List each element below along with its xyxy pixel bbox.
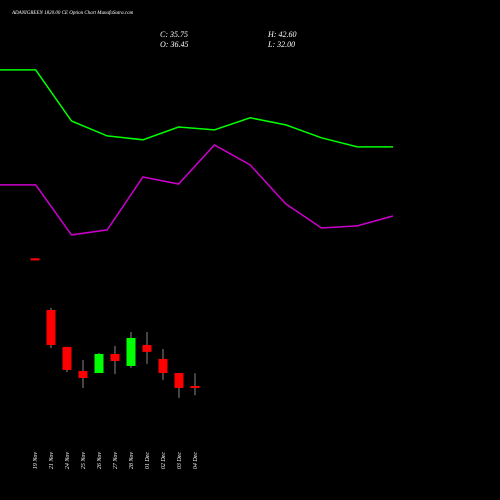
candle-body — [30, 258, 40, 261]
x-tick-label: 26 Nov — [97, 452, 103, 470]
x-tick-label: 01 Dec — [145, 452, 151, 469]
chart-title: ADANIGREEN 1820.00 CE Option Chart Munaf… — [11, 11, 134, 16]
x-tick-label: 04 Dec — [192, 452, 199, 469]
x-tick-label: 03 Dec — [177, 452, 183, 469]
candle-body — [46, 309, 56, 346]
x-tick-label: 19 Nov — [33, 452, 39, 470]
low-label: L: 32.00 — [267, 40, 295, 49]
candle-body — [110, 353, 120, 361]
candle-body — [158, 358, 168, 374]
x-tick-label: 28 Nov — [129, 452, 135, 470]
candle-body — [78, 370, 88, 379]
x-tick-label: 02 Dec — [161, 452, 167, 469]
indicator-line — [0, 144, 394, 236]
candle-body — [62, 346, 72, 370]
candle-body — [190, 385, 200, 388]
high-label: H: 42.60 — [267, 30, 296, 39]
x-tick-label: 25 Nov — [81, 452, 87, 470]
candle-body — [174, 373, 184, 388]
candle-body — [94, 353, 104, 374]
close-label: C: 35.75 — [160, 30, 188, 39]
indicator-line — [0, 69, 393, 148]
open-label: O: 36.45 — [160, 40, 188, 49]
x-tick-label: 24 Nov — [64, 452, 71, 470]
x-tick-label: 27 Nov — [113, 452, 119, 470]
candle-body — [142, 345, 152, 352]
candle-body — [126, 337, 136, 366]
x-tick-label: 21 Nov — [49, 452, 55, 470]
